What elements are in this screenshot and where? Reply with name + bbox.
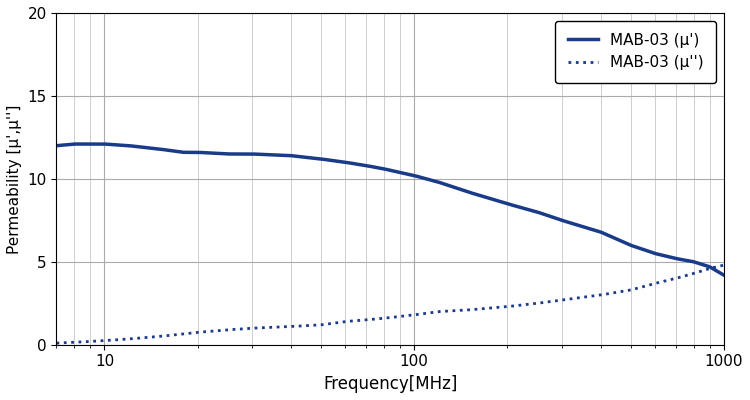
MAB-03 (μ')	[52, 143, 61, 148]
Y-axis label: Permeability [μ',μ'']: Permeability [μ',μ'']	[7, 104, 22, 254]
MAB-03 (μ')	[171, 149, 180, 154]
MAB-03 (μ'')	[354, 318, 363, 323]
MAB-03 (μ'')	[224, 328, 232, 332]
MAB-03 (μ'')	[554, 298, 563, 303]
MAB-03 (μ')	[71, 142, 80, 146]
MAB-03 (μ')	[446, 184, 455, 189]
Line: MAB-03 (μ'): MAB-03 (μ')	[56, 144, 724, 275]
Legend: MAB-03 (μ'), MAB-03 (μ''): MAB-03 (μ'), MAB-03 (μ'')	[555, 20, 716, 83]
MAB-03 (μ')	[225, 152, 234, 156]
Line: MAB-03 (μ''): MAB-03 (μ'')	[56, 265, 724, 343]
MAB-03 (μ'')	[52, 341, 61, 346]
MAB-03 (μ'')	[170, 332, 179, 337]
MAB-03 (μ')	[499, 200, 508, 205]
X-axis label: Frequency[MHz]: Frequency[MHz]	[323, 375, 458, 393]
MAB-03 (μ')	[556, 217, 565, 222]
MAB-03 (μ')	[355, 162, 364, 167]
MAB-03 (μ')	[719, 273, 728, 278]
MAB-03 (μ'')	[446, 308, 454, 313]
MAB-03 (μ'')	[497, 305, 506, 310]
MAB-03 (μ'')	[719, 263, 728, 268]
